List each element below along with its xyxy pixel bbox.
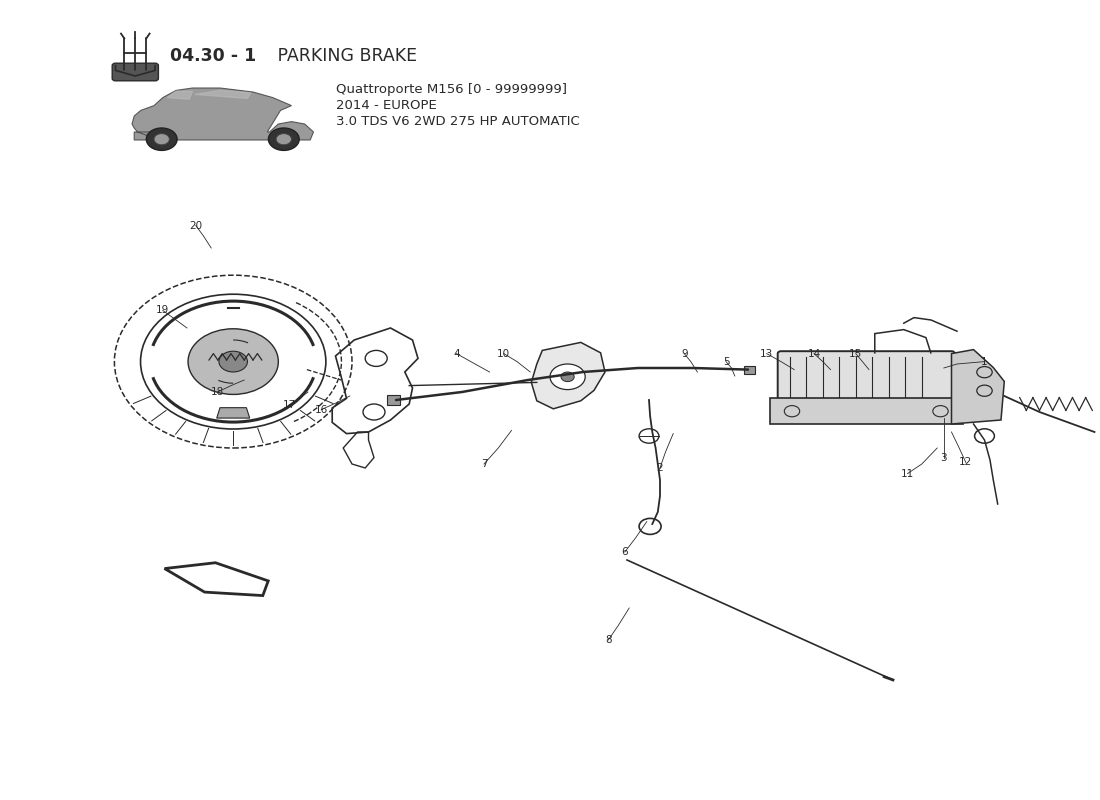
Circle shape: [268, 128, 299, 150]
Polygon shape: [165, 562, 268, 595]
Text: 7: 7: [481, 459, 487, 469]
Text: 20: 20: [189, 221, 202, 230]
Circle shape: [154, 134, 169, 145]
Circle shape: [146, 128, 177, 150]
Text: 9: 9: [681, 349, 688, 358]
Text: 1: 1: [981, 357, 988, 366]
Text: 16: 16: [315, 405, 328, 414]
Circle shape: [550, 364, 585, 390]
Circle shape: [561, 372, 574, 382]
Polygon shape: [132, 88, 314, 140]
Text: 3: 3: [940, 453, 947, 462]
Polygon shape: [531, 342, 605, 409]
Circle shape: [276, 134, 292, 145]
Text: 3.0 TDS V6 2WD 275 HP AUTOMATIC: 3.0 TDS V6 2WD 275 HP AUTOMATIC: [336, 115, 580, 128]
Polygon shape: [167, 91, 192, 99]
Polygon shape: [952, 350, 1004, 424]
Text: 5: 5: [723, 357, 729, 366]
Text: 17: 17: [283, 400, 296, 410]
Text: 6: 6: [621, 547, 628, 557]
Circle shape: [188, 329, 278, 394]
Text: 12: 12: [959, 458, 972, 467]
Text: 4: 4: [453, 349, 460, 358]
FancyBboxPatch shape: [112, 63, 158, 81]
Text: Quattroporte M156 [0 - 99999999]: Quattroporte M156 [0 - 99999999]: [336, 83, 566, 96]
Text: 14: 14: [807, 349, 821, 358]
Text: 8: 8: [605, 635, 612, 645]
Bar: [770, 398, 962, 424]
Text: 19: 19: [156, 306, 169, 315]
Text: PARKING BRAKE: PARKING BRAKE: [272, 47, 417, 65]
Bar: [744, 366, 755, 374]
Text: 11: 11: [901, 469, 914, 478]
Bar: [387, 395, 400, 405]
Circle shape: [219, 351, 248, 372]
Text: 18: 18: [211, 387, 224, 397]
Text: 2014 - EUROPE: 2014 - EUROPE: [336, 99, 437, 112]
Text: 10: 10: [497, 349, 510, 358]
Text: 15: 15: [849, 349, 862, 358]
Text: 13: 13: [760, 349, 773, 358]
FancyBboxPatch shape: [778, 351, 955, 402]
Text: 2: 2: [657, 463, 663, 473]
Polygon shape: [195, 90, 251, 98]
Polygon shape: [217, 408, 250, 418]
Text: 04.30 - 1: 04.30 - 1: [170, 47, 256, 65]
